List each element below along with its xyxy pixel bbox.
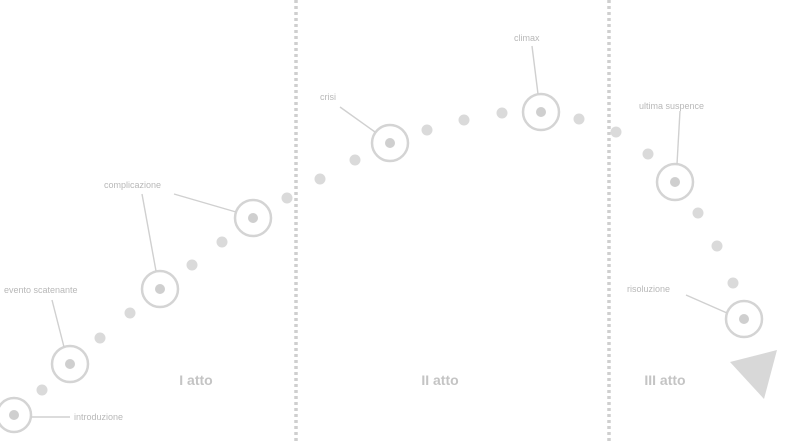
progression-dot <box>124 307 136 319</box>
progression-dot <box>727 277 739 289</box>
event-leader-line <box>676 110 681 165</box>
event-label: risoluzione <box>627 284 670 294</box>
event-label: complicazione <box>104 180 161 190</box>
event-core <box>248 213 258 223</box>
progression-dots <box>36 107 739 396</box>
event-introduzione: introduzione <box>0 396 123 434</box>
act-label-3: III atto <box>644 372 685 388</box>
event-ring <box>521 92 561 132</box>
progression-dot <box>610 126 622 138</box>
event-leader-line <box>141 193 157 272</box>
progression-dot <box>573 113 585 125</box>
event-core <box>9 410 19 420</box>
progression-dot <box>349 154 361 166</box>
event-ring <box>370 123 410 163</box>
progression-dot <box>458 114 470 126</box>
event-leader-line <box>685 294 728 314</box>
event-core <box>670 177 680 187</box>
act-label-2: II atto <box>421 372 458 388</box>
event-core <box>385 138 395 148</box>
event-label: crisi <box>320 92 336 102</box>
event-leader-line <box>339 106 376 133</box>
progression-dot <box>36 384 48 396</box>
progression-dot <box>711 240 723 252</box>
progression-dot <box>216 236 228 248</box>
event-leader-line <box>531 45 539 95</box>
progression-dot <box>314 173 326 185</box>
event-ring <box>655 162 695 202</box>
event-climax: climax <box>514 33 561 132</box>
progression-dot <box>94 332 106 344</box>
progression-dot <box>421 124 433 136</box>
event-core <box>536 107 546 117</box>
act-label-1: I atto <box>179 372 212 388</box>
event-ultima-suspence: ultima suspence <box>639 101 704 202</box>
event-core <box>65 359 75 369</box>
event-leader-line <box>173 193 237 213</box>
event-label: evento scatenante <box>4 285 78 295</box>
progression-dot <box>496 107 508 119</box>
progression-dot <box>692 207 704 219</box>
progression-dot <box>281 192 293 204</box>
event-ring <box>233 198 273 238</box>
event-label: ultima suspence <box>639 101 704 111</box>
event-ring <box>0 396 33 434</box>
event-ring <box>140 269 180 309</box>
progression-dot <box>186 259 198 271</box>
event-ring <box>50 344 90 384</box>
event-crisi: crisi <box>320 92 410 163</box>
progression-dot <box>642 148 654 160</box>
event-evento-scatenante: evento scatenante <box>4 285 90 384</box>
event-risoluzione: risoluzione <box>627 284 764 339</box>
event-ring <box>724 299 764 339</box>
event-core <box>739 314 749 324</box>
arrow-head-icon <box>730 350 777 399</box>
event-complicazione: complicazione <box>104 180 273 309</box>
event-core <box>155 284 165 294</box>
event-label: climax <box>514 33 540 43</box>
event-leader-line <box>51 299 65 348</box>
event-label: introduzione <box>74 412 123 422</box>
